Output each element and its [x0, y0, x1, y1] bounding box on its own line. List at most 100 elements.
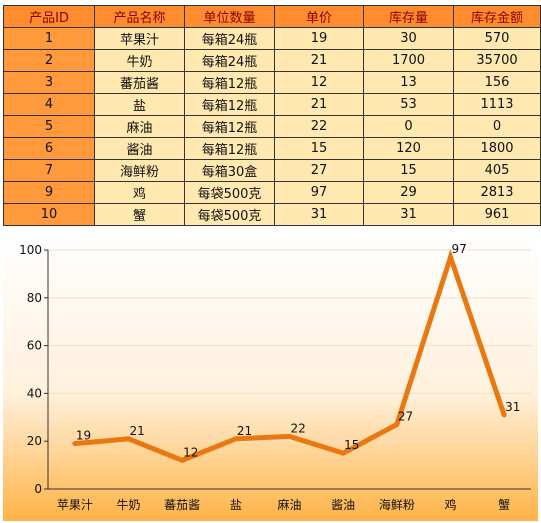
- cell-product-id: 7: [3, 159, 95, 182]
- cell-unit-quantity: 每箱12瓶: [184, 115, 275, 138]
- cell-product-id: 1: [3, 27, 95, 50]
- data-point[interactable]: [340, 450, 346, 456]
- table-row[interactable]: 7 海鲜粉 每箱30盒 27 15 405: [3, 159, 541, 182]
- data-label: 31: [505, 400, 520, 414]
- cell-unit-quantity: 每袋500克: [184, 203, 275, 226]
- y-tick-label: 40: [27, 386, 42, 400]
- cell-product-id: 2: [3, 49, 95, 72]
- data-point[interactable]: [72, 441, 78, 447]
- data-point[interactable]: [126, 436, 131, 442]
- cell-unit-quantity: 每箱12瓶: [184, 137, 275, 160]
- data-point[interactable]: [501, 412, 507, 418]
- cell-unit-price: 19: [274, 27, 364, 50]
- data-point[interactable]: [179, 457, 185, 463]
- x-tick-label: 蟹: [498, 497, 510, 512]
- cell-stock: 31: [363, 203, 454, 226]
- x-tick-label: 牛奶: [116, 497, 140, 512]
- axes: [44, 249, 531, 490]
- cell-unit-quantity: 每箱24瓶: [184, 49, 275, 72]
- cell-stock: 1700: [363, 49, 454, 72]
- price-line-chart: 0 20 40 60 80 100 苹果汁 牛奶 蕃茄酱 盐 麻油 酱油 海鲜粉 鸡 蟹 19 21 12 21…: [3, 237, 538, 521]
- y-tick-label: 60: [27, 339, 42, 353]
- cell-product-id: 6: [3, 137, 95, 160]
- cell-stock-value: 405: [453, 159, 541, 182]
- cell-unit-quantity: 每箱12瓶: [184, 71, 275, 94]
- cell-stock: 30: [363, 27, 454, 50]
- cell-product-name: 酱油: [94, 137, 185, 160]
- cell-unit-price: 21: [274, 49, 364, 72]
- cell-stock: 0: [363, 115, 454, 138]
- cell-unit-quantity: 每箱30盒: [184, 159, 275, 182]
- cell-product-name: 盐: [94, 93, 185, 116]
- cell-unit-price: 22: [274, 115, 364, 138]
- cell-product-id: 4: [3, 93, 95, 116]
- cell-stock-value: 961: [453, 203, 541, 226]
- table-row[interactable]: 9 鸡每袋500克 97 29 2813: [3, 181, 541, 204]
- cell-product-id: 5: [3, 115, 95, 138]
- cell-product-name: 麻油: [94, 115, 185, 138]
- cell-stock-value: 570: [453, 27, 541, 50]
- cell-unit-quantity: 每箱24瓶: [184, 27, 275, 50]
- cell-product-name: 苹果汁: [94, 27, 185, 50]
- table-row[interactable]: 10 蟹每袋500克 31 31 961: [3, 203, 541, 226]
- table-row[interactable]: 6 酱油 每箱12瓶 15 120 1800: [3, 137, 541, 160]
- x-tick-label: 蕃茄酱: [164, 497, 200, 512]
- cell-stock-value: 35700: [453, 49, 541, 72]
- column-header-stock-value[interactable]: 库存金额: [453, 5, 541, 28]
- data-point[interactable]: [394, 421, 400, 427]
- column-header-unit-quantity[interactable]: 单位数量: [184, 5, 275, 28]
- table-row[interactable]: 2 牛奶 每箱24瓶 21 1700 35700: [3, 49, 541, 72]
- cell-unit-quantity: 每袋500克: [184, 181, 275, 204]
- cell-product-id: 10: [3, 203, 95, 226]
- cell-product-name: 蟹: [94, 203, 185, 226]
- x-tick-label: 鸡: [444, 497, 456, 512]
- x-tick-labels: 苹果汁 牛奶 蕃茄酱 盐 麻油 酱油 海鲜粉 鸡 蟹: [57, 497, 510, 512]
- cell-product-id: 9: [3, 181, 95, 204]
- product-table: 产品ID 产品名称 单位数量 单价 库存量 库存金额 1 苹果汁 每箱24瓶 19 30…: [3, 5, 541, 226]
- table-body: 1 苹果汁 每箱24瓶 19 30 570 2 牛奶 每箱24瓶 21 1700 35700 3 蕃茄酱每…: [3, 27, 541, 226]
- table-header-row: 产品ID 产品名称 单位数量 单价 库存量 库存金额: [3, 5, 541, 28]
- cell-unit-price: 12: [274, 71, 364, 94]
- y-tick-label: 20: [27, 434, 42, 448]
- x-tick-label: 海鲜粉: [379, 497, 415, 512]
- y-tick-label: 0: [34, 482, 42, 496]
- cell-stock-value: 156: [453, 71, 541, 94]
- column-header-unit-price[interactable]: 单价: [274, 5, 364, 28]
- x-tick-label: 酱油: [331, 497, 355, 512]
- cell-product-name: 蕃茄酱: [94, 71, 185, 94]
- cell-unit-quantity: 每箱12瓶: [184, 93, 275, 116]
- cell-unit-price: 97: [274, 181, 364, 204]
- cell-unit-price: 21: [274, 93, 364, 116]
- chart-background: [3, 237, 538, 521]
- data-point[interactable]: [233, 436, 239, 442]
- table-row[interactable]: 4 盐每箱12瓶 21 53 1113: [3, 93, 541, 116]
- cell-stock-value: 1800: [453, 137, 541, 160]
- x-tick-label: 麻油: [277, 497, 301, 512]
- column-header-product-id[interactable]: 产品ID: [3, 5, 95, 28]
- cell-stock: 15: [363, 159, 454, 182]
- data-label: 15: [344, 438, 359, 452]
- y-tick-labels: 0 20 40 60 80 100: [19, 243, 42, 496]
- data-point[interactable]: [287, 433, 292, 439]
- y-tick-label: 80: [27, 291, 42, 305]
- column-header-stock[interactable]: 库存量: [363, 5, 454, 28]
- cell-stock-value: 0: [453, 115, 541, 138]
- cell-product-name: 鸡: [94, 181, 185, 204]
- table-row[interactable]: 5 麻油 每箱12瓶 22 0 0: [3, 115, 541, 138]
- cell-stock-value: 1113: [453, 93, 541, 116]
- cell-product-name: 海鲜粉: [94, 159, 185, 182]
- data-labels: 19 21 12 21 22 15 27 97 31: [76, 242, 521, 459]
- data-label: 97: [452, 242, 467, 256]
- data-point[interactable]: [448, 254, 453, 260]
- data-label: 21: [130, 424, 145, 438]
- cell-unit-price: 31: [274, 203, 364, 226]
- cell-product-name: 牛奶: [94, 49, 185, 72]
- cell-unit-price: 27: [274, 159, 364, 182]
- table-row[interactable]: 1 苹果汁 每箱24瓶 19 30 570: [3, 27, 541, 50]
- column-header-product-name[interactable]: 产品名称: [94, 5, 185, 28]
- x-tick-label: 盐: [230, 498, 242, 512]
- data-label: 12: [183, 445, 198, 459]
- table-row[interactable]: 3 蕃茄酱 每箱12瓶 12 13 156: [3, 71, 541, 94]
- cell-product-id: 3: [3, 71, 95, 94]
- cell-stock: 53: [363, 93, 454, 116]
